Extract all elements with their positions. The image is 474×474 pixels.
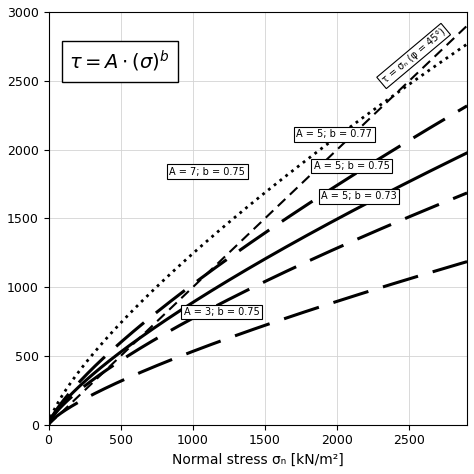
Text: A = 5; b = 0.73: A = 5; b = 0.73: [321, 191, 397, 201]
Text: A = 7; b = 0.75: A = 7; b = 0.75: [169, 166, 245, 177]
Text: A = 3; b = 0.75: A = 3; b = 0.75: [184, 307, 260, 317]
X-axis label: Normal stress σₙ [kN/m²]: Normal stress σₙ [kN/m²]: [172, 453, 344, 467]
Text: A = 5; b = 0.75: A = 5; b = 0.75: [314, 161, 390, 171]
Text: A = 5; b = 0.77: A = 5; b = 0.77: [296, 129, 372, 139]
Text: τ = σₙ (φ = 45°): τ = σₙ (φ = 45°): [380, 27, 447, 85]
Text: $\tau = A \cdot (\sigma)^b$: $\tau = A \cdot (\sigma)^b$: [70, 49, 170, 74]
